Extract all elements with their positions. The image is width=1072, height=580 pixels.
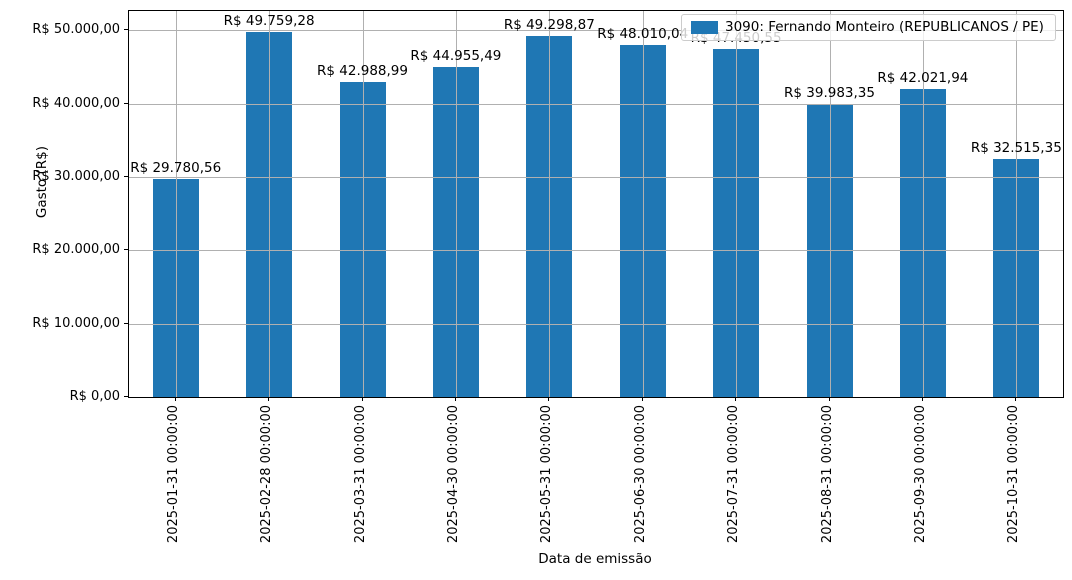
x-tick-label: 2025-07-31 00:00:00 bbox=[726, 405, 742, 544]
x-tick-mark bbox=[454, 397, 456, 401]
bar-value-label: R$ 49.298,87 bbox=[503, 16, 595, 33]
y-tick-label: R$ 10.000,00 bbox=[32, 315, 120, 331]
x-tick-label: 2025-04-30 00:00:00 bbox=[445, 405, 461, 544]
h-gridline bbox=[129, 177, 1063, 179]
v-gridline bbox=[642, 11, 644, 397]
v-gridline bbox=[1016, 11, 1018, 397]
x-tick-label: 2025-05-31 00:00:00 bbox=[539, 405, 555, 544]
x-tick-mark bbox=[735, 397, 737, 401]
bar-value-label: R$ 32.515,35 bbox=[970, 139, 1062, 156]
x-tick-mark bbox=[268, 397, 270, 401]
v-gridline bbox=[829, 11, 831, 397]
v-gridline bbox=[269, 11, 271, 397]
bar-value-label: R$ 42.988,99 bbox=[317, 62, 408, 79]
y-tick-mark bbox=[124, 176, 128, 178]
y-tick-label: R$ 20.000,00 bbox=[32, 242, 120, 258]
x-tick-mark bbox=[921, 397, 923, 401]
y-tick-mark bbox=[124, 102, 128, 104]
legend-series-label: 3090: Fernando Monteiro (REPUBLICANOS / … bbox=[725, 18, 1044, 35]
x-tick-mark bbox=[548, 397, 550, 401]
bar-value-label: R$ 49.759,28 bbox=[223, 13, 315, 30]
bar-value-label: R$ 29.780,56 bbox=[130, 159, 222, 176]
h-gridline bbox=[129, 323, 1063, 325]
x-tick-label: 2025-01-31 00:00:00 bbox=[165, 405, 181, 544]
x-tick-label: 2025-08-31 00:00:00 bbox=[819, 405, 835, 544]
y-tick-label: R$ 40.000,00 bbox=[32, 95, 120, 111]
y-tick-mark bbox=[124, 29, 128, 31]
v-gridline bbox=[736, 11, 738, 397]
x-tick-mark bbox=[361, 397, 363, 401]
x-tick-label: 2025-10-31 00:00:00 bbox=[1006, 405, 1022, 544]
legend: 3090: Fernando Monteiro (REPUBLICANOS / … bbox=[681, 14, 1056, 41]
y-tick-mark bbox=[124, 396, 128, 397]
bar-value-label: R$ 39.983,35 bbox=[784, 84, 875, 101]
x-tick-mark bbox=[174, 397, 176, 401]
v-gridline bbox=[362, 11, 364, 397]
x-tick-label: 2025-09-30 00:00:00 bbox=[912, 405, 928, 544]
x-tick-label: 2025-02-28 00:00:00 bbox=[259, 405, 275, 544]
plot-area: R$ 29.780,56 R$ 49.759,28 R$ 42.988,99 R$ 4… bbox=[128, 10, 1064, 398]
bar-value-label: R$ 44.955,49 bbox=[410, 48, 502, 65]
y-tick-label: R$ 30.000,00 bbox=[32, 169, 120, 185]
x-tick-mark bbox=[641, 397, 643, 401]
v-gridline bbox=[175, 11, 177, 397]
v-gridline bbox=[549, 11, 551, 397]
x-tick-label: 2025-03-31 00:00:00 bbox=[352, 405, 368, 544]
y-tick-label: R$ 50.000,00 bbox=[32, 22, 120, 38]
bar-value-label: R$ 42.021,94 bbox=[877, 69, 969, 86]
x-tick-label: 2025-06-30 00:00:00 bbox=[632, 405, 648, 544]
h-gridline bbox=[129, 103, 1063, 105]
h-gridline bbox=[129, 30, 1063, 32]
legend-swatch-icon bbox=[691, 21, 718, 34]
v-gridline bbox=[455, 11, 457, 397]
y-tick-label: R$ 0,00 bbox=[69, 389, 120, 404]
x-tick-mark bbox=[1015, 397, 1017, 401]
y-tick-mark bbox=[124, 322, 128, 324]
bar-value-label: R$ 48.010,04 bbox=[597, 26, 689, 43]
y-tick-mark bbox=[124, 249, 128, 251]
x-tick-mark bbox=[828, 397, 830, 401]
h-gridline bbox=[129, 250, 1063, 252]
v-gridline bbox=[922, 11, 924, 397]
x-axis-label: Data de emissão bbox=[538, 551, 652, 567]
